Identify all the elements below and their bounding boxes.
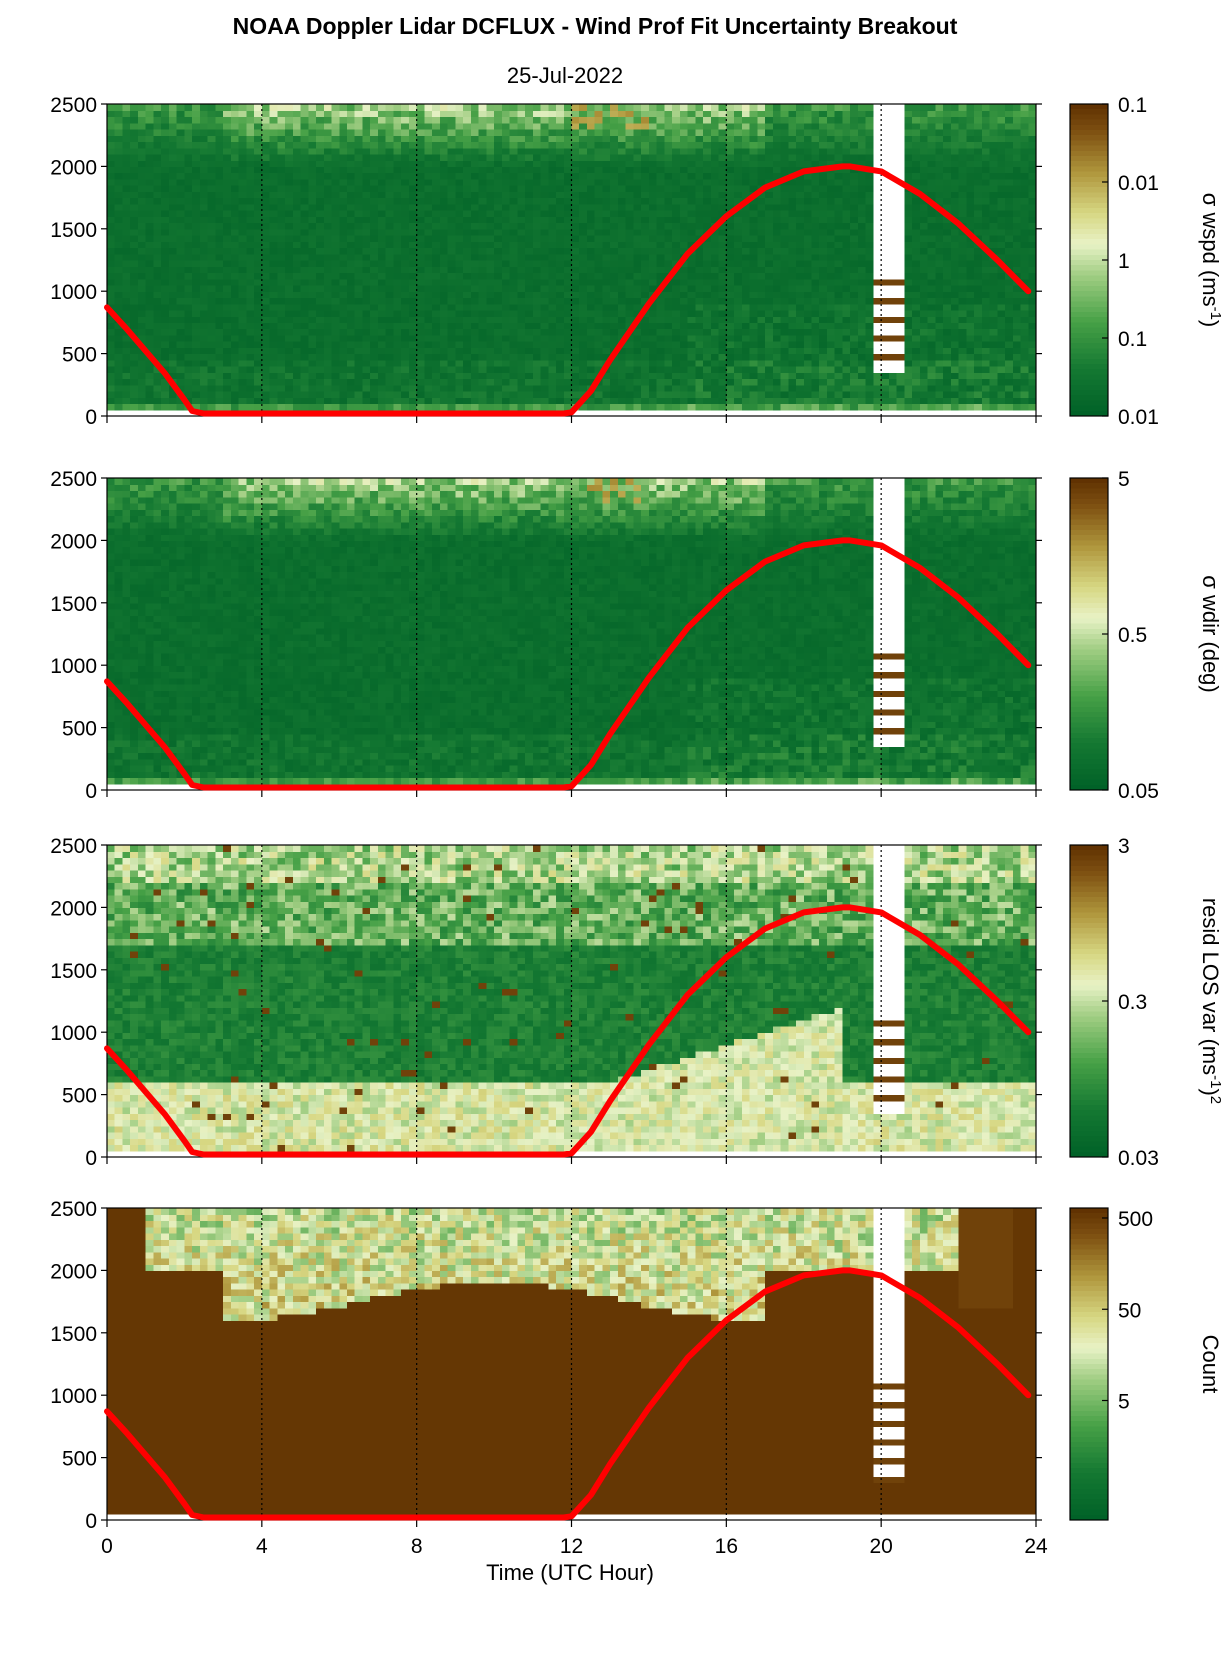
colorbar-tick-label-1-2: 1 — [1118, 250, 1130, 273]
colorbar-tick-label-3-2: 0.03 — [1118, 1147, 1159, 1170]
colorbar-tick-label-2-2: 0.05 — [1118, 780, 1159, 803]
chart-title: NOAA Doppler Lidar DCFLUX - Wind Prof Fi… — [233, 13, 958, 39]
x-tick-label-5: 20 — [869, 1535, 892, 1558]
colorbar-tick-label-1-3: 0.1 — [1118, 328, 1147, 351]
x-tick-label-1: 4 — [256, 1535, 268, 1558]
y-tick-label-2-4: 2000 — [50, 530, 97, 553]
y-tick-label-2-5: 2500 — [50, 468, 97, 491]
colorbar-tick-label-4-2: 5 — [1118, 1391, 1130, 1414]
panel-3: 0 500 1000 1500 2000 2500 3 0.3 0.03 resid LOS va… — [50, 835, 1224, 1170]
y-tick-label-3-2: 1000 — [50, 1022, 97, 1045]
x-axis-label: Time (UTC Hour) — [486, 1560, 654, 1585]
colorbar-tick-label-1-4: 0.01 — [1118, 406, 1159, 429]
colorbar-1: 0.1 0.01 1 0.1 0.01 σ wspd (ms-1) — [1070, 94, 1224, 429]
y-tick-label-1-5: 2500 — [50, 94, 97, 117]
colorbar-tick-label-3-1: 0.3 — [1118, 991, 1147, 1014]
colorbar-tick-label-4-1: 50 — [1118, 1299, 1141, 1322]
y-tick-label-1-4: 2000 — [50, 156, 97, 179]
y-tick-label-4-4: 2000 — [50, 1260, 97, 1283]
y-tick-label-3-5: 2500 — [50, 835, 97, 858]
y-tick-label-3-3: 1500 — [50, 960, 97, 983]
colorbar-2: 5 0.5 0.05 σ wdir (deg) — [1070, 468, 1223, 803]
y-tick-label-3-0: 0 — [85, 1147, 97, 1170]
x-tick-label-3: 12 — [560, 1535, 583, 1558]
y-tick-label-1-0: 0 — [85, 406, 97, 429]
panel-1: 0 500 1000 1500 2000 2500 0.1 0.01 1 0.1 0.01 σ wsp… — [50, 94, 1224, 429]
y-tick-label-4-2: 1000 — [50, 1385, 97, 1408]
x-tick-label-6: 24 — [1024, 1535, 1048, 1558]
y-tick-label-4-5: 2500 — [50, 1198, 97, 1221]
colorbar-tick-label-4-0: 500 — [1118, 1208, 1153, 1231]
y-tick-label-2-2: 1000 — [50, 655, 97, 678]
colorbar-tick-label-2-1: 0.5 — [1118, 624, 1147, 647]
y-tick-label-1-3: 1500 — [50, 219, 97, 242]
colorbar-tick-label-1-0: 0.1 — [1118, 94, 1147, 117]
y-tick-label-3-4: 2000 — [50, 897, 97, 920]
y-tick-label-3-1: 500 — [62, 1085, 97, 1108]
panel-2: 0 500 1000 1500 2000 2500 5 0.5 0.05 σ wdir (deg) — [50, 468, 1223, 803]
chart-subtitle: 25-Jul-2022 — [507, 63, 623, 88]
y-tick-label-4-1: 500 — [62, 1448, 97, 1471]
panel-4: 0 500 1000 1500 2000 2500 0 4 8 12 16 20 24 500 50 5 Cou… — [50, 1198, 1223, 1558]
x-tick-label-2: 8 — [411, 1535, 423, 1558]
y-tick-label-2-0: 0 — [85, 780, 97, 803]
colorbar-label-1: σ wspd (ms-1) — [1198, 193, 1224, 328]
x-tick-label-4: 16 — [715, 1535, 738, 1558]
x-tick-label-0: 0 — [101, 1535, 113, 1558]
colorbar-tick-label-1-1: 0.01 — [1118, 172, 1159, 195]
y-tick-label-1-1: 500 — [62, 344, 97, 367]
colorbar-label-4: Count — [1198, 1335, 1223, 1394]
y-tick-label-2-1: 500 — [62, 718, 97, 741]
colorbar-3: 3 0.3 0.03 resid LOS var (ms-1)2 — [1070, 835, 1224, 1170]
colorbar-label-2: σ wdir (deg) — [1198, 575, 1223, 693]
colorbar-tick-label-3-0: 3 — [1118, 835, 1130, 858]
y-tick-label-2-3: 1500 — [50, 593, 97, 616]
colorbar-label-3: resid LOS var (ms-1)2 — [1198, 898, 1224, 1104]
colorbar-tick-label-2-0: 5 — [1118, 468, 1130, 491]
y-tick-label-4-0: 0 — [85, 1510, 97, 1533]
colorbar-4: 500 50 5 Count — [1070, 1208, 1223, 1521]
y-tick-label-1-2: 1000 — [50, 281, 97, 304]
y-tick-label-4-3: 1500 — [50, 1323, 97, 1346]
